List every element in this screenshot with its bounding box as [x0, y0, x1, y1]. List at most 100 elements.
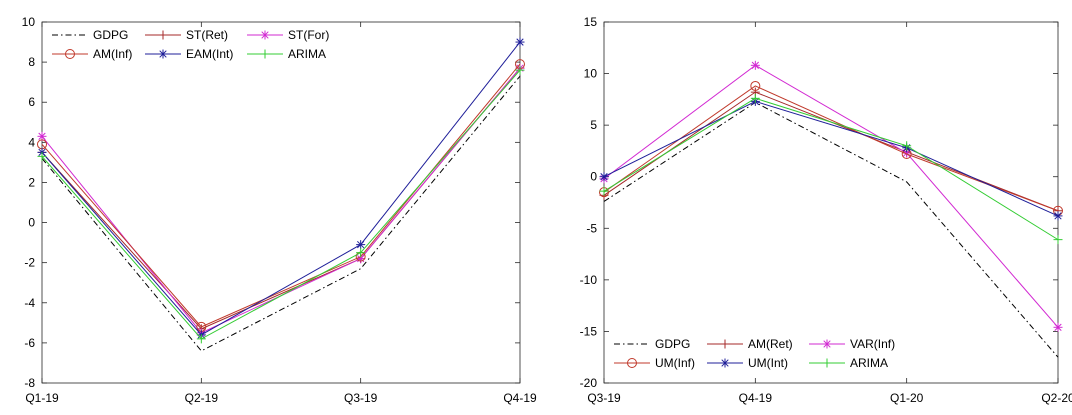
legend-marker — [158, 30, 168, 40]
series-var-inf- — [599, 60, 1063, 332]
y-tick-label: 5 — [590, 118, 597, 132]
legend-marker — [158, 49, 168, 59]
x-tick-label: Q2-20 — [1041, 391, 1072, 405]
y-tick-label: -4 — [24, 296, 35, 310]
legend-entry: ST(Ret) — [145, 28, 228, 42]
legend-marker — [822, 339, 832, 349]
legend-label: VAR(Inf) — [850, 337, 895, 351]
legend-entry: ST(For) — [247, 28, 329, 42]
y-tick-label: -8 — [24, 376, 35, 390]
y-tick-label: -10 — [580, 273, 598, 287]
legend: GDPG ST(Ret) ST(For) AM(Inf) EAM(Int) ARIMA — [52, 28, 329, 61]
series-am-inf- — [37, 59, 525, 332]
legend-label: AM(Ret) — [748, 337, 793, 351]
legend: GDPG AM(Ret) VAR(Inf) UM(Inf) UM(Int) ARIMA — [614, 337, 895, 370]
legend-label: ARIMA — [850, 356, 888, 370]
series-line — [41, 67, 521, 334]
x-tick-label: Q1-20 — [890, 391, 924, 405]
legend-label: ARIMA — [288, 47, 326, 61]
legend-label: ST(Ret) — [186, 28, 228, 42]
series-arima — [37, 65, 525, 344]
legend-entry: AM(Ret) — [707, 337, 793, 351]
data-point — [1053, 211, 1063, 221]
legend-marker — [65, 49, 75, 59]
legend-label: ST(For) — [288, 28, 329, 42]
legend-marker — [260, 30, 270, 40]
legend-entry: GDPG — [52, 28, 128, 42]
legend-label: GDPG — [93, 28, 128, 42]
data-point — [750, 93, 760, 103]
chart-panel-1: -8 -6 -4 -2 0 2 4 6 8 10 Q1-19 Q2-19 Q3-19 Q4-19 GDPG S… — [22, 15, 537, 405]
legend-label: GDPG — [655, 337, 690, 351]
axes-box — [603, 21, 1059, 384]
data-point — [515, 65, 525, 75]
legend-entry: GDPG — [614, 337, 690, 351]
series-line — [41, 63, 521, 328]
axes-box — [41, 21, 521, 384]
legend-entry: UM(Int) — [707, 356, 788, 370]
legend-entry: ARIMA — [809, 356, 888, 370]
y-tick-label: 2 — [28, 175, 35, 189]
data-point — [356, 248, 366, 258]
series-line — [603, 97, 1059, 241]
data-point — [750, 80, 761, 91]
series-um-inf- — [599, 80, 1063, 216]
legend-marker — [720, 358, 730, 368]
data-point — [1053, 235, 1063, 245]
legend-marker — [822, 358, 832, 368]
y-tick-label: -6 — [24, 336, 35, 350]
y-tick-label: 15 — [584, 15, 598, 29]
series-line — [603, 100, 1059, 217]
legend-marker — [627, 358, 637, 368]
y-tick-label: 0 — [28, 216, 35, 230]
legend-label: UM(Inf) — [655, 356, 695, 370]
data-point — [37, 151, 47, 161]
y-tick-label: 10 — [22, 15, 36, 29]
data-point — [599, 172, 609, 182]
series-line — [603, 101, 1059, 358]
x-tick-label: Q2-19 — [185, 391, 219, 405]
series-st-ret- — [37, 63, 525, 334]
y-tick-label: -2 — [24, 256, 35, 270]
data-point — [515, 37, 525, 47]
legend-label: UM(Int) — [748, 356, 788, 370]
legend-entry: UM(Inf) — [614, 356, 695, 370]
series-line — [41, 69, 521, 340]
data-point — [599, 186, 609, 196]
legend-marker — [260, 49, 270, 59]
x-tick-label: Q4-19 — [503, 391, 537, 405]
series-gdpg — [603, 101, 1059, 358]
legend-label: EAM(Int) — [186, 47, 233, 61]
legend-marker — [720, 339, 730, 349]
legend-entry: EAM(Int) — [145, 47, 233, 61]
x-tick-label: Q4-19 — [739, 391, 773, 405]
data-point — [356, 240, 366, 250]
legend-entry: AM(Inf) — [52, 47, 132, 61]
y-tick-label: 10 — [584, 67, 598, 81]
series-line — [41, 41, 521, 336]
x-tick-label: Q1-19 — [25, 391, 59, 405]
series-arima — [599, 93, 1063, 245]
legend-entry: VAR(Inf) — [809, 337, 895, 351]
y-tick-label: -15 — [580, 324, 598, 338]
series-line — [603, 91, 1059, 212]
y-tick-label: -20 — [580, 376, 598, 390]
x-tick-label: Q3-19 — [587, 391, 621, 405]
data-point — [196, 334, 206, 344]
chart-panel-2: -20 -15 -10 -5 0 5 10 15 Q3-19 Q4-19 Q1-20 Q2-20 GDP… — [580, 15, 1072, 405]
y-tick-label: -5 — [586, 221, 597, 235]
data-point — [37, 131, 47, 141]
series-line — [603, 64, 1059, 328]
legend-entry: ARIMA — [247, 47, 326, 61]
y-tick-label: 6 — [28, 95, 35, 109]
data-point — [1053, 322, 1063, 332]
series-gdpg — [41, 75, 521, 352]
series-eam-int- — [37, 37, 525, 340]
data-point — [902, 141, 912, 151]
x-tick-label: Q3-19 — [344, 391, 378, 405]
series-line — [41, 75, 521, 352]
y-tick-label: 0 — [590, 170, 597, 184]
data-point — [750, 60, 760, 70]
legend-label: AM(Inf) — [93, 47, 132, 61]
